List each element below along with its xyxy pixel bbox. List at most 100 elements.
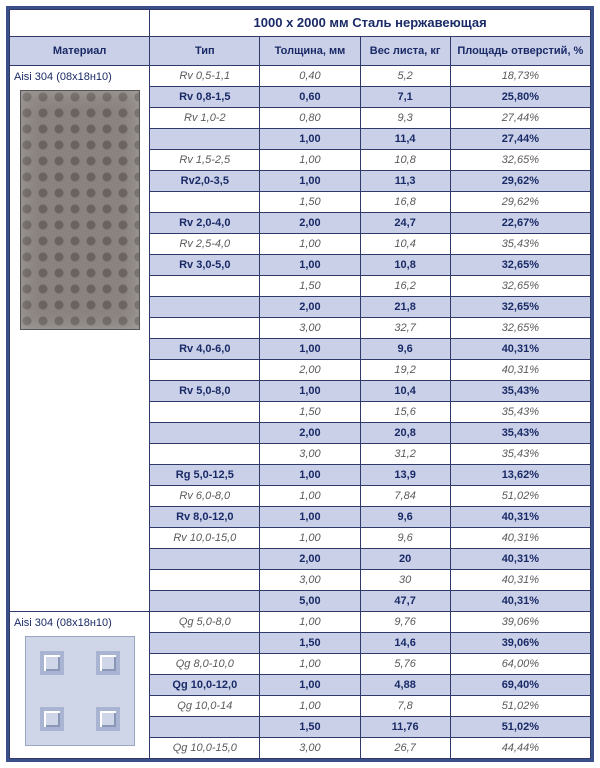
- cell-area: 35,43%: [450, 402, 590, 423]
- cell-area: 69,40%: [450, 675, 590, 696]
- cell-area: 39,06%: [450, 633, 590, 654]
- cell-thickness: 1,50: [260, 192, 360, 213]
- cell-area: 64,00%: [450, 654, 590, 675]
- cell-type: Rv 2,5-4,0: [150, 234, 260, 255]
- cell-type: Rg 5,0-12,5: [150, 465, 260, 486]
- cell-type: Rv 5,0-8,0: [150, 381, 260, 402]
- cell-weight: 7,1: [360, 87, 450, 108]
- cell-thickness: 2,00: [260, 297, 360, 318]
- cell-type: Rv 0,5-1,1: [150, 66, 260, 87]
- cell-weight: 26,7: [360, 738, 450, 759]
- cell-weight: 9,6: [360, 507, 450, 528]
- spec-table: 1000 х 2000 мм Сталь нержавеющая Материа…: [9, 9, 591, 759]
- cell-thickness: 1,50: [260, 276, 360, 297]
- cell-type: [150, 633, 260, 654]
- cell-weight: 9,6: [360, 339, 450, 360]
- cell-type: [150, 423, 260, 444]
- cell-weight: 19,2: [360, 360, 450, 381]
- perforated-round-icon: [20, 90, 140, 330]
- cell-area: 32,65%: [450, 297, 590, 318]
- cell-area: 51,02%: [450, 717, 590, 738]
- cell-weight: 5,2: [360, 66, 450, 87]
- perforated-square-icon: [25, 636, 135, 746]
- cell-thickness: 1,00: [260, 150, 360, 171]
- cell-type: Qg 10,0-15,0: [150, 738, 260, 759]
- table-row: Aisi 304 (08х18н10)Qg 5,0-8,01,009,7639,…: [10, 612, 591, 633]
- cell-weight: 10,4: [360, 381, 450, 402]
- cell-weight: 4,88: [360, 675, 450, 696]
- cell-weight: 16,8: [360, 192, 450, 213]
- cell-thickness: 2,00: [260, 360, 360, 381]
- cell-weight: 13,9: [360, 465, 450, 486]
- cell-thickness: 1,00: [260, 255, 360, 276]
- material-label: Aisi 304 (08х18н10): [14, 70, 145, 84]
- cell-thickness: 1,00: [260, 696, 360, 717]
- cell-area: 40,31%: [450, 591, 590, 612]
- cell-weight: 7,8: [360, 696, 450, 717]
- cell-thickness: 2,00: [260, 423, 360, 444]
- cell-type: Rv 2,0-4,0: [150, 213, 260, 234]
- cell-weight: 11,4: [360, 129, 450, 150]
- cell-type: [150, 549, 260, 570]
- cell-area: 51,02%: [450, 696, 590, 717]
- col-weight: Вес листа, кг: [360, 37, 450, 66]
- cell-thickness: 1,00: [260, 486, 360, 507]
- cell-area: 39,06%: [450, 612, 590, 633]
- cell-thickness: 0,40: [260, 66, 360, 87]
- cell-type: [150, 402, 260, 423]
- cell-thickness: 1,00: [260, 465, 360, 486]
- cell-area: 35,43%: [450, 423, 590, 444]
- cell-weight: 15,6: [360, 402, 450, 423]
- col-area: Площадь отверстий, %: [450, 37, 590, 66]
- cell-weight: 9,6: [360, 528, 450, 549]
- cell-thickness: 1,50: [260, 633, 360, 654]
- cell-thickness: 3,00: [260, 570, 360, 591]
- cell-area: 40,31%: [450, 507, 590, 528]
- cell-area: 40,31%: [450, 528, 590, 549]
- cell-type: Rv 4,0-6,0: [150, 339, 260, 360]
- cell-thickness: 1,00: [260, 129, 360, 150]
- cell-thickness: 1,50: [260, 717, 360, 738]
- cell-thickness: 3,00: [260, 738, 360, 759]
- material-cell: Aisi 304 (08х18н10): [10, 66, 150, 612]
- cell-area: 32,65%: [450, 150, 590, 171]
- cell-area: 40,31%: [450, 339, 590, 360]
- cell-type: Qg 10,0-14: [150, 696, 260, 717]
- material-cell: Aisi 304 (08х18н10): [10, 612, 150, 759]
- cell-thickness: 1,50: [260, 402, 360, 423]
- cell-area: 51,02%: [450, 486, 590, 507]
- cell-area: 27,44%: [450, 129, 590, 150]
- col-type: Тип: [150, 37, 260, 66]
- cell-weight: 20: [360, 549, 450, 570]
- cell-thickness: 1,00: [260, 381, 360, 402]
- cell-type: [150, 192, 260, 213]
- cell-type: [150, 129, 260, 150]
- cell-area: 32,65%: [450, 276, 590, 297]
- cell-thickness: 3,00: [260, 444, 360, 465]
- cell-area: 13,62%: [450, 465, 590, 486]
- cell-weight: 10,8: [360, 255, 450, 276]
- cell-thickness: 1,00: [260, 507, 360, 528]
- cell-area: 18,73%: [450, 66, 590, 87]
- cell-thickness: 1,00: [260, 654, 360, 675]
- cell-weight: 24,7: [360, 213, 450, 234]
- cell-area: 32,65%: [450, 255, 590, 276]
- cell-weight: 9,76: [360, 612, 450, 633]
- cell-weight: 16,2: [360, 276, 450, 297]
- cell-type: Rv 0,8-1,5: [150, 87, 260, 108]
- cell-type: Qg 10,0-12,0: [150, 675, 260, 696]
- cell-thickness: 1,00: [260, 234, 360, 255]
- cell-type: Qg 5,0-8,0: [150, 612, 260, 633]
- cell-type: [150, 360, 260, 381]
- header-row: Материал Тип Толщина, мм Вес листа, кг П…: [10, 37, 591, 66]
- cell-type: [150, 591, 260, 612]
- cell-type: Rv 1,5-2,5: [150, 150, 260, 171]
- cell-weight: 30: [360, 570, 450, 591]
- cell-thickness: 0,60: [260, 87, 360, 108]
- cell-area: 35,43%: [450, 444, 590, 465]
- cell-type: Rv 10,0-15,0: [150, 528, 260, 549]
- cell-area: 35,43%: [450, 381, 590, 402]
- cell-area: 40,31%: [450, 360, 590, 381]
- col-thickness: Толщина, мм: [260, 37, 360, 66]
- cell-weight: 11,76: [360, 717, 450, 738]
